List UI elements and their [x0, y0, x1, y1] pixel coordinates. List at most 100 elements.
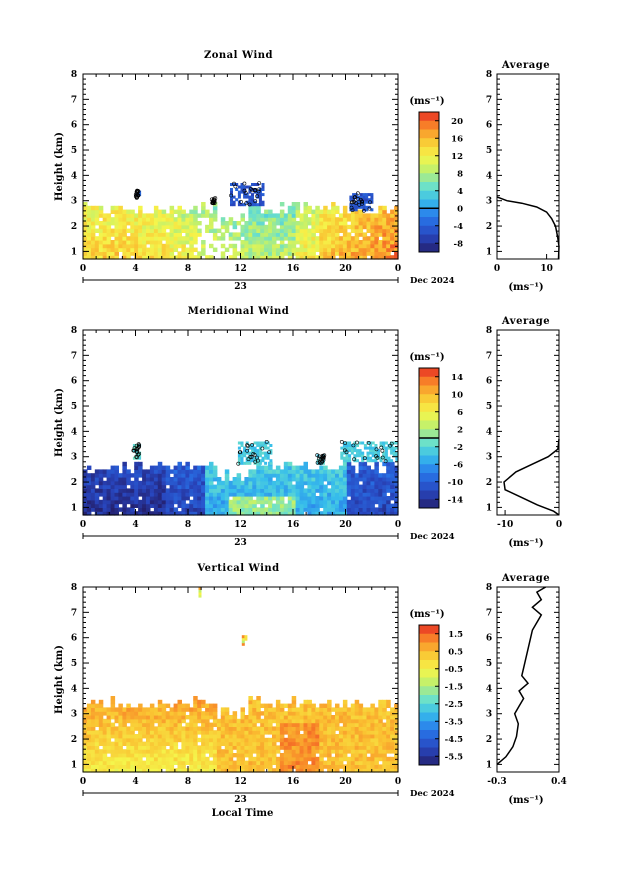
heatmap-cell	[118, 484, 123, 489]
heatmap-cell	[342, 741, 348, 746]
heatmap-cell	[264, 722, 269, 727]
heatmap-cell	[335, 756, 340, 762]
heatmap-cell	[362, 737, 368, 743]
heatmap-cell	[153, 213, 159, 218]
heatmap-cell	[106, 756, 112, 762]
heatmap-cell	[236, 492, 242, 497]
heatmap-cell	[161, 745, 167, 750]
heatmap-cell	[384, 459, 388, 463]
heatmap-cell	[272, 756, 277, 762]
heatmap-cell	[173, 496, 179, 501]
heatmap-cell	[248, 707, 253, 712]
heatmap-cell	[224, 722, 230, 727]
heatmap-cell	[240, 488, 245, 493]
heatmap-cell	[350, 745, 356, 750]
heatmap-cell	[346, 484, 352, 489]
heatmap-cell	[359, 203, 363, 207]
heatmap-cell	[106, 722, 112, 727]
heatmap-cell	[374, 446, 378, 450]
heatmap-cell	[307, 496, 312, 501]
heatmap-cell	[110, 488, 116, 493]
heatmap-cell	[193, 221, 198, 226]
heatmap-cell	[307, 711, 312, 716]
heatmap-cell	[228, 768, 234, 773]
heatmap-cell	[110, 209, 116, 214]
heatmap-cell	[386, 711, 391, 716]
heatmap-cell	[279, 707, 285, 712]
heatmap-cell	[287, 251, 293, 256]
heatmap-cell	[256, 726, 261, 731]
heatmap-cell	[153, 236, 159, 241]
heatmap-cell	[279, 240, 285, 245]
heatmap-cell	[122, 737, 127, 743]
heatmap-cell	[350, 722, 356, 727]
heatmap-cell	[287, 484, 293, 489]
heatmap-cell	[153, 768, 159, 773]
heatmap-cell	[220, 255, 226, 260]
heatmap-cell	[319, 224, 324, 230]
heatmap-cell	[382, 715, 387, 720]
heatmap-cell	[90, 236, 96, 241]
heatmap-cell	[230, 193, 233, 197]
heatmap-cell	[340, 454, 344, 458]
heatmap-cell	[378, 722, 383, 727]
heatmap-cell	[392, 446, 396, 450]
heatmap-cell	[90, 764, 96, 769]
heatmap-cell	[240, 480, 245, 486]
heatmap-cell	[386, 737, 391, 743]
heatmap-cell	[173, 209, 179, 214]
heatmap-cell	[185, 465, 190, 470]
heatmap-cell	[354, 699, 360, 705]
heatmap-cell	[86, 243, 92, 249]
heatmap-cell	[283, 488, 289, 493]
heatmap-cell	[252, 722, 257, 727]
colorbar-frame	[418, 624, 440, 766]
contour-mark	[134, 443, 139, 448]
heatmap-cell	[264, 228, 269, 233]
heatmap-cell	[153, 228, 159, 233]
heatmap-cell	[138, 213, 143, 218]
heatmap-cell	[232, 718, 238, 724]
heatmap-cell	[352, 203, 356, 207]
heatmap-cell	[216, 488, 222, 493]
heatmap-cell	[299, 768, 305, 773]
heatmap-cell	[291, 503, 297, 508]
heatmap-cell	[98, 711, 104, 716]
heatmap-cell	[252, 255, 257, 260]
heatmap-cell	[272, 469, 277, 474]
heatmap-cell	[303, 232, 308, 237]
heatmap-cell	[153, 251, 159, 256]
heatmap-cell	[122, 480, 127, 486]
heatmap-cell	[177, 760, 182, 765]
avg-y-tick-label: 5	[486, 402, 492, 412]
heatmap-cell	[256, 465, 261, 470]
heatmap-cell	[177, 707, 182, 712]
heatmap-cell	[138, 480, 143, 486]
heatmap-cell	[345, 441, 349, 445]
heatmap-cell	[354, 503, 360, 508]
heatmap-cell	[122, 764, 127, 769]
heatmap-cell	[342, 205, 348, 211]
contour-mark	[354, 440, 359, 445]
heatmap-cell	[90, 224, 96, 230]
heatmap-cell	[386, 484, 391, 489]
heatmap-cell	[165, 749, 171, 754]
avg-x-axis-label: (ms⁻¹)	[508, 282, 543, 293]
heatmap-cell	[354, 240, 360, 245]
heatmap-cell	[338, 473, 344, 478]
heatmap-cell	[173, 221, 179, 226]
heatmap-cell	[110, 760, 116, 765]
heatmap-cell	[243, 185, 247, 189]
heatmap-cell	[287, 499, 293, 505]
heatmap-cell	[138, 488, 143, 493]
heatmap-cell	[86, 718, 92, 724]
heatmap-cell	[216, 718, 222, 724]
heatmap-cell	[283, 480, 289, 486]
x-tick-label: 12	[234, 520, 247, 530]
heatmap-cell	[315, 469, 320, 474]
heatmap-cell	[161, 756, 167, 762]
heatmap-cell	[394, 730, 399, 735]
heatmap-cell	[303, 699, 308, 705]
heatmap-cell	[201, 726, 206, 731]
